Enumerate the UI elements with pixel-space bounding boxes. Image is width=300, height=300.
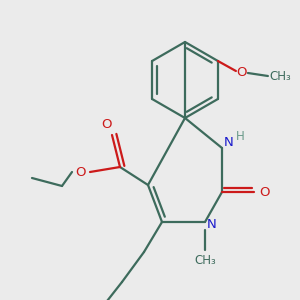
Text: N: N (224, 136, 234, 149)
Text: H: H (236, 130, 244, 142)
Text: CH₃: CH₃ (194, 254, 216, 266)
Text: O: O (259, 185, 269, 199)
Text: CH₃: CH₃ (269, 70, 291, 83)
Text: O: O (75, 166, 85, 178)
Text: N: N (207, 218, 217, 232)
Text: O: O (237, 67, 247, 80)
Text: O: O (101, 118, 111, 131)
